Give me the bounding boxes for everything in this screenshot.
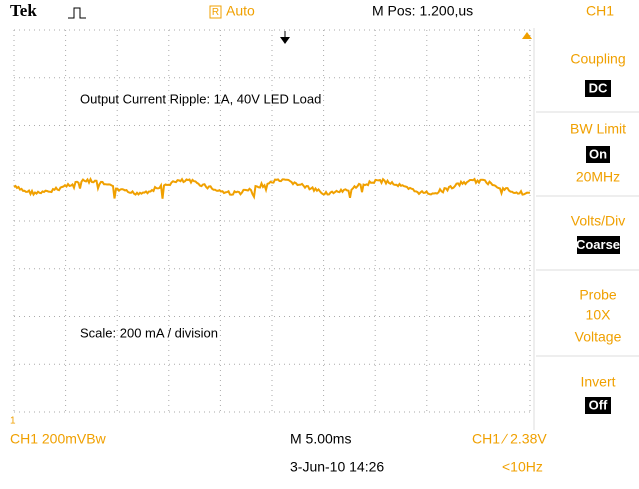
- menu-label[interactable]: Invert: [580, 374, 615, 390]
- channel-scale: CH1 200mVBw: [10, 431, 107, 447]
- menu-label[interactable]: Probe: [579, 287, 617, 303]
- menu-value[interactable]: Coarse: [576, 237, 620, 252]
- menu-value[interactable]: On: [589, 146, 607, 161]
- menu-label[interactable]: Coupling: [570, 51, 625, 67]
- menu-note[interactable]: 10X: [586, 307, 612, 323]
- trigger-icon-box: [209, 5, 222, 19]
- trigger-level-marker: [522, 32, 532, 39]
- date: 3-Jun-10 14:26: [290, 459, 384, 475]
- trigger-setting: CH1 ∕ 2.38V: [472, 431, 547, 447]
- trigger-position-marker: [280, 37, 290, 44]
- menu-label[interactable]: Volts/Div: [571, 213, 625, 229]
- waveform-trace: [13, 176, 531, 200]
- channel-marker: 1: [10, 416, 16, 427]
- menu-note[interactable]: Voltage: [575, 329, 622, 345]
- menu-value-box[interactable]: [577, 236, 620, 254]
- annotation: Scale: 200 mA / division: [80, 325, 218, 340]
- trigger-icon-shape: [68, 7, 86, 19]
- frequency: <10Hz: [502, 459, 543, 475]
- menu-value[interactable]: DC: [589, 80, 608, 95]
- menu-label[interactable]: BW Limit: [570, 121, 626, 137]
- trigger-mode: Auto: [226, 3, 255, 19]
- brand: Tek: [10, 1, 37, 20]
- menu-value-box[interactable]: [586, 146, 610, 163]
- trigger-icon: R: [212, 7, 219, 18]
- menu-value[interactable]: Off: [589, 397, 608, 412]
- menu-note[interactable]: 20MHz: [576, 169, 620, 185]
- menu-value-box[interactable]: [585, 397, 611, 414]
- annotation: Output Current Ripple: 1A, 40V LED Load: [80, 91, 321, 106]
- menu-value-box[interactable]: [585, 80, 611, 97]
- graticule: [13, 29, 531, 413]
- channel: CH1: [586, 3, 614, 19]
- timebase: M 5.00ms: [290, 431, 351, 447]
- m-pos: M Pos: 1.200,us: [372, 3, 473, 19]
